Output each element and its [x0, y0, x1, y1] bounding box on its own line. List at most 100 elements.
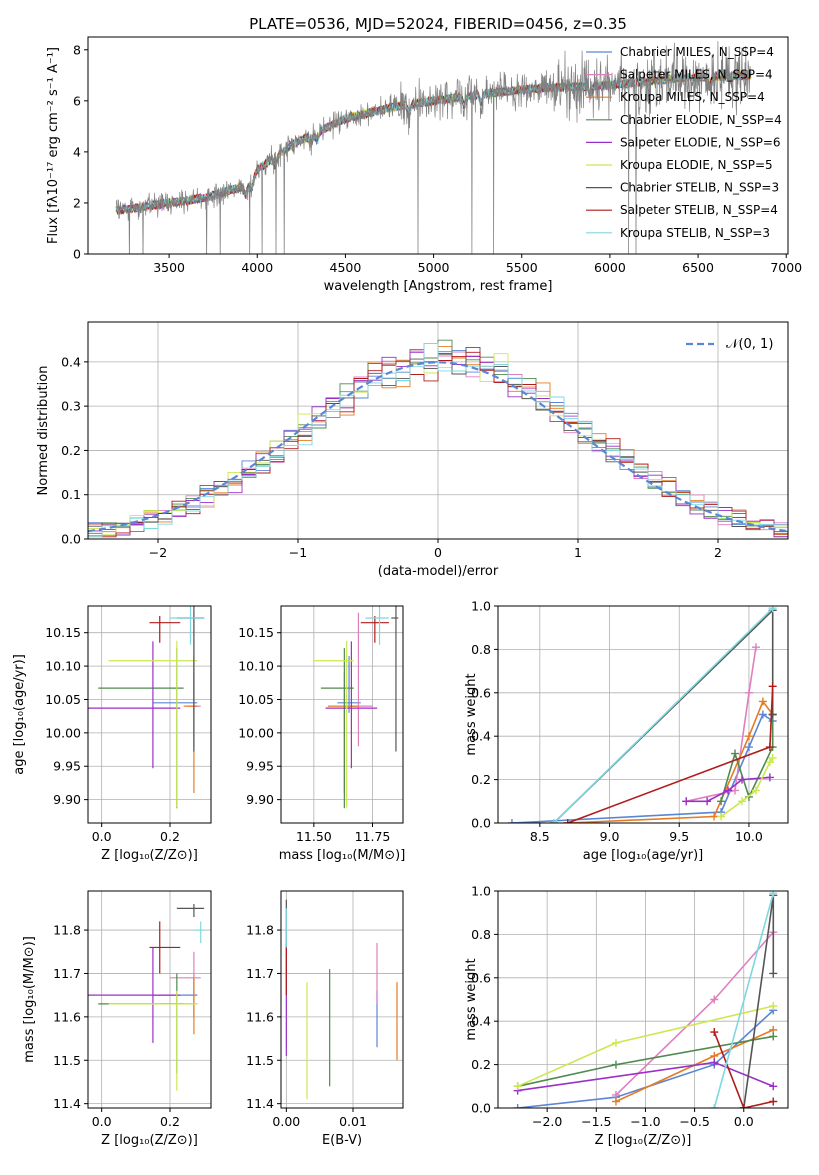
mass-vs-EBV-plot-area: [285, 899, 398, 1100]
weight-series-salpeter_stelib: [563, 682, 777, 823]
weight-marker: [768, 682, 777, 691]
mass-vs-EBV-xlabel: E(B-V): [322, 1133, 362, 1148]
y-tick-label: 10.15: [238, 625, 274, 640]
y-tick-label: 0.4: [471, 1014, 491, 1029]
weight-marker: [710, 995, 719, 1004]
weight-marker: [611, 1060, 620, 1069]
residuals-plot-area: [88, 339, 788, 538]
errorbar-kroupa_stelib: [365, 606, 389, 645]
y-tick-label: 0.2: [61, 443, 81, 458]
mass-vs-EBV-axes: [277, 890, 404, 1112]
weight-series-kroupa_elodie: [717, 753, 777, 821]
weight-marker: [710, 812, 719, 821]
x-tick-label: 9.5: [669, 829, 689, 844]
weight-marker: [744, 743, 753, 752]
y-tick-label: 0.8: [471, 642, 491, 657]
errorbar-salpeter_stelib: [149, 616, 181, 643]
age-vs-Z-xlabel: Z [log₁₀(Z/Z⊙)]: [101, 848, 198, 863]
weight-line: [686, 647, 757, 803]
y-tick-label: 1.0: [471, 884, 491, 899]
y-tick-label: 11.4: [53, 1096, 81, 1111]
weight-marker: [513, 1082, 522, 1091]
weight-marker: [717, 797, 726, 806]
mass-vs-Z-axes: [84, 890, 212, 1112]
errorbar-chabrier_stelib: [391, 606, 399, 752]
age-vs-mass-plot-area: [313, 606, 399, 809]
legend-label: Chabrier ELODIE, N_SSP=4: [620, 113, 782, 127]
y-tick-label: 11.8: [246, 923, 274, 938]
y-tick-label: 0.6: [471, 970, 491, 985]
y-tick-label: 11.7: [53, 966, 81, 981]
weight-marker: [768, 710, 777, 719]
y-tick-label: 0.2: [471, 772, 491, 787]
residuals-ylabel: Normed distribution: [36, 366, 51, 496]
weight-series-salpeter_elodie: [682, 773, 774, 806]
y-tick-label: 0.6: [471, 685, 491, 700]
x-tick-label: 6500: [682, 260, 714, 275]
weight-marker: [710, 1058, 719, 1067]
legend-label: Salpeter STELIB, N_SSP=4: [620, 203, 778, 217]
weight-marker: [765, 743, 774, 752]
age-vs-mass-xlabel: mass [log₁₀(M/M⊙)]: [279, 848, 406, 863]
y-tick-label: 0.8: [471, 927, 491, 942]
weight-series-salpeter_stelib: [710, 1028, 778, 1108]
weight-marker: [710, 1104, 719, 1108]
massweight-vs-age-axes: [494, 605, 789, 827]
spectrum-legend: Chabrier MILES, N_SSP=4 Salpeter MILES, N…: [586, 45, 782, 240]
weight-marker: [769, 1097, 778, 1106]
legend-label: 𝒩(0, 1): [726, 337, 773, 352]
y-tick-label: 1.0: [471, 599, 491, 614]
legend-label: Kroupa ELODIE, N_SSP=5: [620, 158, 773, 172]
mass-vs-Z-ylabel: mass [log₁₀(M/M⊙)]: [22, 936, 37, 1063]
legend-label: Salpeter ELODIE, N_SSP=6: [620, 135, 781, 149]
errorbar-salpeter_elodie: [88, 641, 181, 769]
weight-marker: [765, 758, 774, 767]
axes-frame: [280, 605, 404, 824]
axes-frame: [87, 890, 212, 1109]
weight-line: [553, 607, 774, 823]
residuals-axes: [84, 321, 789, 543]
normal-distribution-curve: [88, 361, 788, 533]
x-tick-label: 9.0: [600, 829, 620, 844]
x-tick-label: −0.5: [679, 1114, 709, 1129]
x-tick-label: 3500: [153, 260, 185, 275]
spectrum-axes: [84, 36, 789, 258]
y-tick-label: 10.10: [238, 659, 274, 674]
weight-marker: [563, 819, 572, 823]
weight-marker: [611, 1038, 620, 1047]
y-tick-label: 10.00: [45, 725, 81, 740]
weight-marker: [769, 891, 778, 898]
axes-frame: [497, 605, 789, 824]
legend-label: Kroupa MILES, N_SSP=4: [620, 90, 765, 104]
x-tick-label: 0.01: [339, 1114, 367, 1129]
y-tick-label: 9.90: [246, 792, 274, 807]
massweight-vs-age-plot-area: [507, 606, 777, 823]
y-tick-label: 0.0: [61, 532, 81, 547]
x-tick-label: 2: [714, 545, 722, 560]
x-tick-label: 5500: [506, 260, 538, 275]
x-tick-label: 7000: [770, 260, 802, 275]
y-tick-label: 8: [73, 42, 81, 57]
x-tick-label: 0.0: [92, 1114, 112, 1129]
age-vs-mass-axes: [277, 605, 404, 827]
y-tick-label: 10.10: [45, 659, 81, 674]
weight-series-kroupa_stelib: [549, 606, 777, 823]
weight-series-kroupa_stelib: [710, 891, 778, 1108]
x-tick-label: −1.0: [630, 1114, 660, 1129]
y-tick-label: 11.5: [53, 1053, 81, 1068]
residuals-xlabel: (data-model)/error: [378, 564, 499, 579]
x-tick-label: 0.2: [160, 1114, 180, 1129]
y-tick-label: 0.0: [471, 1101, 491, 1116]
weight-line: [713, 1031, 774, 1108]
y-tick-label: 10.05: [238, 692, 274, 707]
y-tick-label: 9.95: [53, 759, 81, 774]
errorbar-kroupa_elodie: [108, 640, 198, 808]
age-vs-Z-axes: [84, 605, 212, 827]
spectrum-xlabel: wavelength [Angstrom, rest frame]: [324, 279, 553, 294]
y-tick-label: 2: [73, 195, 81, 210]
y-tick-label: 10.15: [45, 625, 81, 640]
x-tick-label: −1: [289, 545, 307, 560]
y-tick-label: 11.5: [246, 1053, 274, 1068]
weight-series-kroupa_elodie: [513, 1002, 778, 1091]
